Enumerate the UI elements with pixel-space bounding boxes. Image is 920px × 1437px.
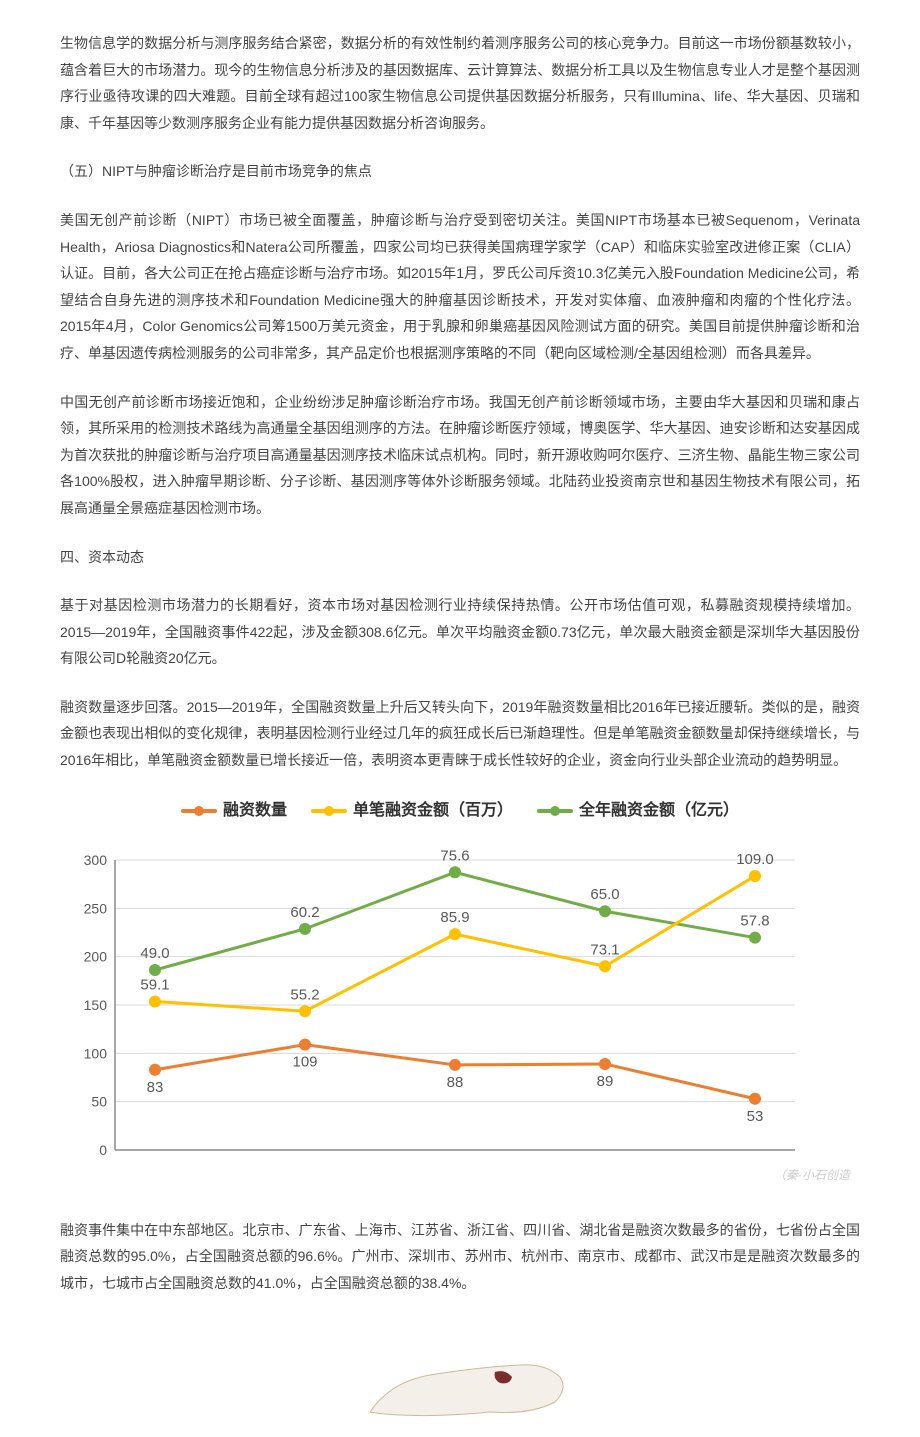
svg-text:60.2: 60.2 (290, 904, 319, 921)
svg-text:59.1: 59.1 (140, 977, 169, 994)
svg-text:50: 50 (91, 1094, 107, 1110)
legend-label-s2: 单笔融资金额（百万） (353, 796, 513, 826)
paragraph-capital-2: 融资数量逐步回落。2015—2019年，全国融资数量上升后又转头向下，2019年… (60, 694, 860, 774)
svg-text:83: 83 (147, 1079, 164, 1096)
svg-text:88: 88 (447, 1074, 464, 1091)
paragraph-china-nipt: 中国无创产前诊断市场接近饱和，企业纷纷涉足肿瘤诊断治疗市场。我国无创产前诊断领域… (60, 389, 860, 522)
legend-label-s1: 融资数量 (223, 796, 287, 826)
map-partial (330, 1327, 590, 1417)
legend-swatch-s1 (181, 809, 217, 813)
legend-item-annual: 全年融资金额（亿元） (537, 796, 739, 826)
svg-text:100: 100 (84, 1045, 108, 1061)
paragraph-bioinfo: 生物信息学的数据分析与测序服务结合紧密，数据分析的有效性制约着测序服务公司的核心… (60, 30, 860, 136)
svg-text:57.8: 57.8 (740, 913, 769, 930)
legend-swatch-s3 (537, 809, 573, 813)
map-outline (370, 1364, 563, 1415)
heading-capital: 四、资本动态 (60, 544, 860, 571)
svg-text:109.0: 109.0 (736, 851, 774, 868)
svg-text:150: 150 (84, 997, 108, 1013)
svg-text:85.9: 85.9 (440, 909, 469, 926)
legend-item-count: 融资数量 (181, 796, 287, 826)
svg-text:75.6: 75.6 (440, 847, 469, 864)
svg-text:49.0: 49.0 (140, 945, 169, 962)
paragraph-us-nipt: 美国无创产前诊断（NIPT）市场已被全面覆盖，肿瘤诊断与治疗受到密切关注。美国N… (60, 207, 860, 367)
legend-swatch-s2 (311, 809, 347, 813)
svg-text:300: 300 (84, 852, 108, 868)
heading-nipt: （五）NIPT与肿瘤诊断治疗是目前市场竞争的焦点 (60, 158, 860, 185)
chart-legend: 融资数量 单笔融资金额（百万） 全年融资金额（亿元） (60, 796, 860, 826)
svg-text:0: 0 (99, 1142, 107, 1158)
legend-item-single: 单笔融资金额（百万） (311, 796, 513, 826)
svg-text:73.1: 73.1 (590, 941, 619, 958)
svg-text:55.2: 55.2 (290, 986, 319, 1003)
paragraph-capital-1: 基于对基因检测市场潜力的长期看好，资本市场对基因检测行业持续保持热情。公开市场估… (60, 592, 860, 672)
chart-watermark: （秦·小石创造 (60, 1164, 860, 1187)
svg-text:65.0: 65.0 (590, 886, 619, 903)
chart-svg: 0 50 100 150 200 250 300 49.0 60.2 75.6 65.0 57.8 59… (60, 830, 820, 1170)
legend-label-s3: 全年融资金额（亿元） (579, 796, 739, 826)
map-dot-icon (506, 1369, 510, 1373)
svg-text:200: 200 (84, 949, 108, 965)
svg-text:89: 89 (597, 1073, 614, 1090)
paragraph-regions: 融资事件集中在中东部地区。北京市、广东省、上海市、江苏省、浙江省、四川省、湖北省… (60, 1217, 860, 1297)
svg-text:109: 109 (292, 1054, 317, 1071)
svg-text:53: 53 (747, 1108, 764, 1125)
svg-text:250: 250 (84, 900, 108, 916)
financing-chart: 融资数量 单笔融资金额（百万） 全年融资金额（亿元） 0 50 100 150 200 2… (60, 796, 860, 1187)
